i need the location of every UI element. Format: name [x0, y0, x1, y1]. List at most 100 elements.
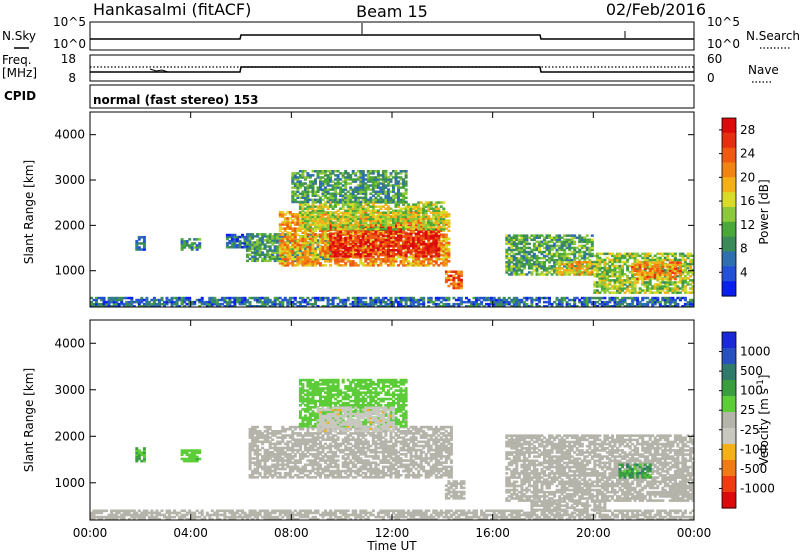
- power-region-13: [631, 261, 682, 281]
- velocity-xtick-label: 12:00: [375, 526, 410, 540]
- power-colorbar-tick-label: 20: [740, 170, 755, 184]
- power-colorbar-segment: [722, 266, 736, 282]
- nsky-label: N.Sky: [2, 29, 36, 43]
- power-region-8: [291, 170, 408, 204]
- beam-title: Beam 15: [356, 2, 428, 21]
- velocity-colorbar-label: Velocity [m s-1]: [756, 375, 771, 466]
- power-y-ticks: 1000 2000 3000 4000: [54, 128, 694, 278]
- velocity-region-8: [530, 500, 607, 512]
- velocity-ytick-label: 2000: [54, 429, 85, 443]
- power-colorbar-segment: [722, 132, 736, 149]
- freq-tick-top: 18: [61, 52, 76, 66]
- velocity-colorbar-tick-label: 25: [740, 403, 755, 417]
- power-ylabel: Slant Range [km]: [22, 160, 36, 264]
- power-region-2: [180, 238, 202, 251]
- velocity-region-9: [618, 463, 652, 479]
- date-title: 02/Feb/2016: [606, 0, 706, 19]
- velocity-colorbar-segment: [722, 348, 736, 365]
- power-ytick-label: 3000: [54, 173, 85, 187]
- nsearch-tick-top: 10^5: [707, 15, 740, 29]
- velocity-colorbar: 1000 500 100 25 -25 -100 -500 -1000: [719, 331, 775, 509]
- power-colorbar-segment: [722, 251, 736, 267]
- power-colorbar-tick-label: 8: [740, 242, 748, 256]
- cpid-label: CPID: [4, 89, 36, 103]
- nave-label: Nave: [748, 63, 779, 77]
- nsearch-tick-bottom: 10^0: [707, 37, 740, 51]
- power-colorbar-segment: [722, 118, 736, 134]
- velocity-region-3: [248, 425, 453, 479]
- velocity-colorbar-segment: [722, 492, 736, 509]
- velocity-region-5: [316, 406, 395, 433]
- nsky-panel: N.Sky 10^5 10^0 10^5 10^0 N.Search: [2, 15, 800, 51]
- power-panel: 1000 2000 3000 4000 Slant Range [km] 4 8 12 16…: [22, 111, 771, 308]
- velocity-colorbar-segment: [722, 412, 736, 429]
- velocity-colorbar-segment: [722, 380, 736, 397]
- power-colorbar-label: Power [dB]: [757, 179, 771, 244]
- velocity-colorbar-segment: [722, 332, 736, 349]
- power-colorbar: 4 8 12 16 20 24 28: [719, 117, 755, 297]
- velocity-region-1: [135, 447, 146, 463]
- nave-tick-bottom: 0: [707, 71, 715, 85]
- velocity-colorbar-segment: [722, 428, 736, 445]
- power-colorbar-segment: [722, 207, 736, 223]
- velocity-colorbar-segment: [722, 364, 736, 381]
- velocity-xtick-label: 00:00: [677, 526, 712, 540]
- power-region-9: [444, 270, 463, 290]
- freq-tick-bottom: 8: [68, 71, 76, 85]
- velocity-colorbar-tick-label: 100: [740, 384, 763, 398]
- power-colorbar-segment: [722, 221, 736, 238]
- nsky-tick-bottom: 10^0: [53, 37, 86, 51]
- freq-panel: Freq. [MHz] 18 8 60 0 Nave: [2, 52, 779, 85]
- velocity-panel: 1000 2000 3000 4000 00:00 04:00 08:00 12:00 16:…: [22, 112, 775, 553]
- nsearch-label: N.Search: [746, 29, 800, 43]
- velocity-ylabel: Slant Range [km]: [22, 368, 36, 472]
- velocity-colorbar-tick-label: -1000: [740, 481, 775, 495]
- velocity-colorbar-tick-label: -500: [740, 462, 767, 476]
- power-data-marks: [90, 170, 695, 308]
- power-ytick-label: 2000: [54, 218, 85, 232]
- velocity-ytick-label: 4000: [54, 336, 85, 350]
- velocity-colorbar-tick-label: 1000: [740, 345, 771, 359]
- power-colorbar-tick-label: 28: [740, 123, 755, 137]
- velocity-ytick-label: 3000: [54, 383, 85, 397]
- freq-trace: [90, 66, 694, 73]
- nave-tick-top: 60: [707, 52, 722, 66]
- power-colorbar-segment: [722, 177, 736, 193]
- freq-unit: [MHz]: [2, 66, 37, 80]
- power-colorbar-tick-label: 12: [740, 218, 755, 232]
- velocity-colorbar-tick-label: -100: [740, 442, 767, 456]
- velocity-colorbar-segment: [722, 396, 736, 413]
- power-region-0: [90, 296, 695, 308]
- velocity-xtick-label: 00:00: [73, 526, 108, 540]
- velocity-region-10: [668, 486, 695, 502]
- power-colorbar-tick-label: 16: [740, 194, 755, 208]
- power-colorbar-segment: [722, 192, 736, 208]
- power-colorbar-segment: [722, 162, 736, 178]
- velocity-data-marks: [90, 378, 695, 521]
- velocity-colorbar-tick-label: -25: [740, 423, 760, 437]
- velocity-y-ticks: 1000 2000 3000 4000: [54, 336, 694, 490]
- cpid-text: normal (fast stereo) 153: [93, 93, 259, 107]
- velocity-x-ticks: 00:00 04:00 08:00 12:00 16:00 20:00 00:00: [73, 112, 712, 540]
- nsky-trace: [90, 34, 694, 40]
- velocity-xtick-label: 08:00: [274, 526, 309, 540]
- power-region-1: [135, 236, 146, 251]
- power-colorbar-segment: [722, 236, 736, 253]
- nsky-tick-top: 10^5: [53, 15, 86, 29]
- velocity-colorbar-segment: [722, 476, 736, 493]
- power-colorbar-tick-label: 24: [740, 147, 755, 161]
- velocity-xtick-label: 04:00: [173, 526, 208, 540]
- velocity-xlabel: Time UT: [366, 539, 417, 553]
- velocity-colorbar-segment: [722, 460, 736, 477]
- freq-label: Freq.: [2, 53, 32, 67]
- velocity-region-6: [444, 480, 466, 500]
- velocity-xtick-label: 20:00: [576, 526, 611, 540]
- power-colorbar-segment: [722, 147, 736, 164]
- velocity-region-2: [180, 449, 202, 463]
- velocity-ytick-label: 1000: [54, 476, 85, 490]
- power-region-7: [298, 201, 446, 231]
- velocity-colorbar-segment: [722, 444, 736, 461]
- station-title: Hankasalmi (fitACF): [93, 0, 251, 19]
- power-ytick-label: 4000: [54, 128, 85, 142]
